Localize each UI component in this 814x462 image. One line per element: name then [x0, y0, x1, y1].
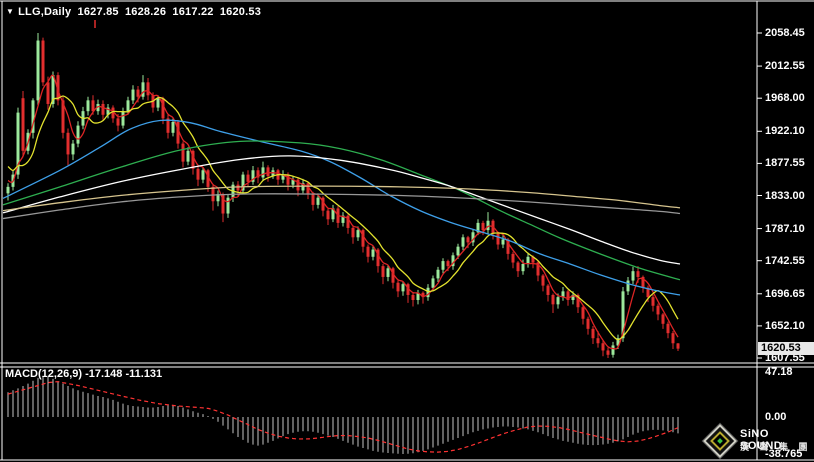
- broker-logo: SiNO SOUND 漢 聲 集 團: [700, 424, 812, 459]
- ma-ma-yellow: [7, 95, 679, 341]
- price-axis-label: 1652.10: [765, 319, 805, 332]
- ma-line-ma-white: [2, 155, 681, 265]
- macd-params: (12,26,9): [38, 368, 83, 380]
- ma-line-ma-wheat: [2, 185, 681, 212]
- ohlc-close: 1620.53: [219, 6, 262, 18]
- brand-name: SiNO SOUND: [740, 428, 783, 452]
- macd-axis-label: 0.00: [765, 411, 787, 423]
- ma-ma-white: [2, 155, 681, 265]
- price-axis-label: 1607.55: [765, 352, 805, 364]
- candles-group: [6, 33, 680, 358]
- macd-indicator-label: MACD(12,26,9) -17.148 -11.131: [5, 368, 162, 380]
- price-axis-label: 1787.10: [765, 222, 805, 235]
- price-axis-label: 1742.55: [765, 254, 805, 267]
- ma-line-ma-yellow: [7, 95, 679, 341]
- ma-line-ma-gray: [2, 193, 681, 220]
- price-axis-label: 1922.10: [765, 125, 805, 138]
- price-axis-label: 2058.45: [765, 27, 805, 39]
- price-axis-label: 1968.00: [765, 92, 805, 105]
- ma-ma-wheat: [2, 185, 681, 212]
- ma-line-ma-fast-red: [7, 74, 679, 350]
- ohlc-open: 1627.85: [77, 6, 119, 18]
- price-axis-label: 1833.00: [765, 189, 805, 202]
- ohlc-low: 1617.22: [172, 6, 214, 18]
- macd-main-value: -17.148: [85, 368, 123, 380]
- ma-ma-green: [2, 140, 681, 281]
- ma-ma-gray: [2, 193, 681, 220]
- ma-ma-fast-red: [7, 74, 679, 350]
- diamond-logo-icon: [703, 424, 737, 458]
- macd-signal-group: [7, 381, 679, 453]
- macd-signal-value: -11.131: [125, 368, 163, 380]
- price-axis-label: 1877.55: [765, 157, 805, 170]
- brand-name-cn: 漢 聲 集 團: [740, 442, 812, 452]
- ohlc-high: 1628.26: [124, 6, 167, 18]
- ma-line-ma-green: [2, 140, 681, 281]
- current-price-badge: 1620.53: [758, 341, 814, 355]
- macd-name: MACD: [5, 368, 38, 380]
- axis-ticks: [757, 32, 762, 359]
- macd-axis-label: 47.18: [765, 366, 793, 378]
- chart-title: ▼ LLG,Daily 1627.85 1628.26 1617.22 1620.…: [6, 6, 264, 18]
- macd-axis-label: -38.765: [765, 447, 803, 460]
- symbol-period-label: LLG,Daily: [18, 6, 72, 18]
- collapse-triangle-icon[interactable]: ▼: [6, 7, 15, 16]
- price-axis-label: 1696.65: [765, 287, 805, 300]
- macd-histogram-group: [7, 375, 679, 455]
- price-axis-label: 2012.55: [765, 60, 805, 73]
